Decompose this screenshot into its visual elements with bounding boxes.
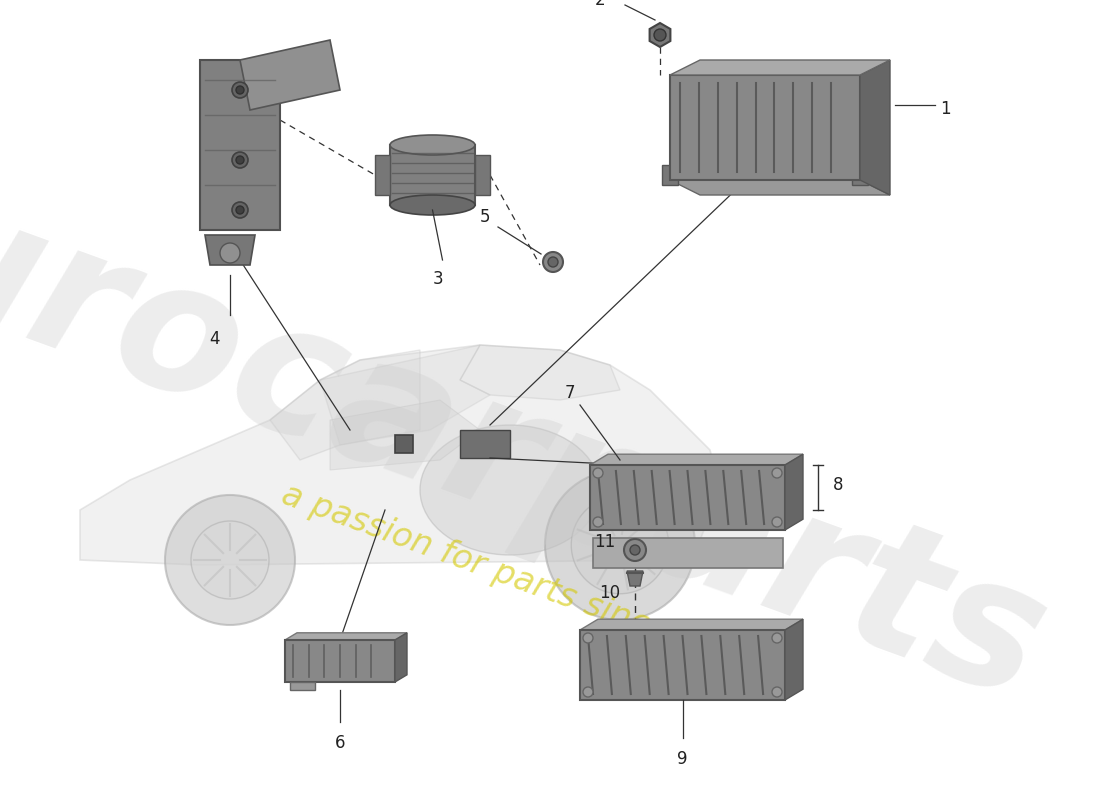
- Circle shape: [772, 687, 782, 697]
- Polygon shape: [80, 345, 720, 565]
- Polygon shape: [627, 571, 644, 586]
- Text: a passion for parts since 1985: a passion for parts since 1985: [277, 478, 762, 682]
- Circle shape: [232, 202, 248, 218]
- Circle shape: [772, 517, 782, 527]
- Polygon shape: [200, 60, 280, 230]
- Polygon shape: [580, 619, 803, 630]
- Ellipse shape: [390, 195, 475, 215]
- Circle shape: [232, 152, 248, 168]
- Circle shape: [548, 257, 558, 267]
- Polygon shape: [395, 633, 407, 682]
- Text: 11: 11: [594, 533, 616, 551]
- Circle shape: [191, 521, 270, 599]
- Text: 1: 1: [940, 100, 950, 118]
- Polygon shape: [860, 60, 890, 195]
- Polygon shape: [205, 235, 255, 265]
- Circle shape: [583, 633, 593, 643]
- Text: eurocarparts: eurocarparts: [0, 122, 1068, 738]
- Circle shape: [593, 468, 603, 478]
- Polygon shape: [390, 145, 475, 205]
- Circle shape: [165, 495, 295, 625]
- Polygon shape: [460, 345, 620, 400]
- Polygon shape: [460, 430, 510, 458]
- Circle shape: [236, 156, 244, 164]
- Polygon shape: [290, 682, 315, 690]
- Text: 10: 10: [600, 584, 620, 602]
- Circle shape: [630, 545, 640, 555]
- Polygon shape: [670, 60, 890, 75]
- Polygon shape: [670, 75, 860, 180]
- Polygon shape: [593, 538, 783, 568]
- Polygon shape: [785, 619, 803, 700]
- Ellipse shape: [390, 135, 475, 155]
- Circle shape: [624, 539, 646, 561]
- Polygon shape: [670, 180, 890, 195]
- Circle shape: [236, 206, 244, 214]
- Circle shape: [544, 470, 695, 620]
- Polygon shape: [320, 345, 490, 445]
- Text: 9: 9: [678, 750, 688, 768]
- Polygon shape: [240, 40, 340, 110]
- Polygon shape: [590, 465, 785, 530]
- Polygon shape: [852, 165, 868, 185]
- Circle shape: [583, 687, 593, 697]
- Circle shape: [236, 86, 244, 94]
- Text: 8: 8: [833, 476, 844, 494]
- Polygon shape: [590, 454, 803, 465]
- Polygon shape: [270, 350, 420, 460]
- Text: 6: 6: [334, 734, 345, 752]
- Polygon shape: [395, 435, 412, 453]
- Polygon shape: [662, 165, 678, 185]
- Polygon shape: [285, 640, 395, 682]
- Circle shape: [593, 517, 603, 527]
- Polygon shape: [285, 633, 407, 640]
- Circle shape: [772, 633, 782, 643]
- Text: 3: 3: [432, 270, 443, 288]
- Circle shape: [232, 82, 248, 98]
- Text: 2: 2: [595, 0, 605, 9]
- Ellipse shape: [420, 425, 600, 555]
- Polygon shape: [650, 23, 670, 47]
- Text: 4: 4: [210, 330, 220, 348]
- Text: 5: 5: [480, 208, 491, 226]
- Text: 7: 7: [564, 384, 575, 402]
- Circle shape: [220, 243, 240, 263]
- Circle shape: [654, 29, 666, 41]
- Circle shape: [543, 252, 563, 272]
- Circle shape: [772, 468, 782, 478]
- Polygon shape: [375, 155, 390, 195]
- Polygon shape: [330, 400, 480, 470]
- Polygon shape: [475, 155, 490, 195]
- Circle shape: [571, 496, 669, 594]
- Polygon shape: [785, 454, 803, 530]
- Polygon shape: [580, 630, 785, 700]
